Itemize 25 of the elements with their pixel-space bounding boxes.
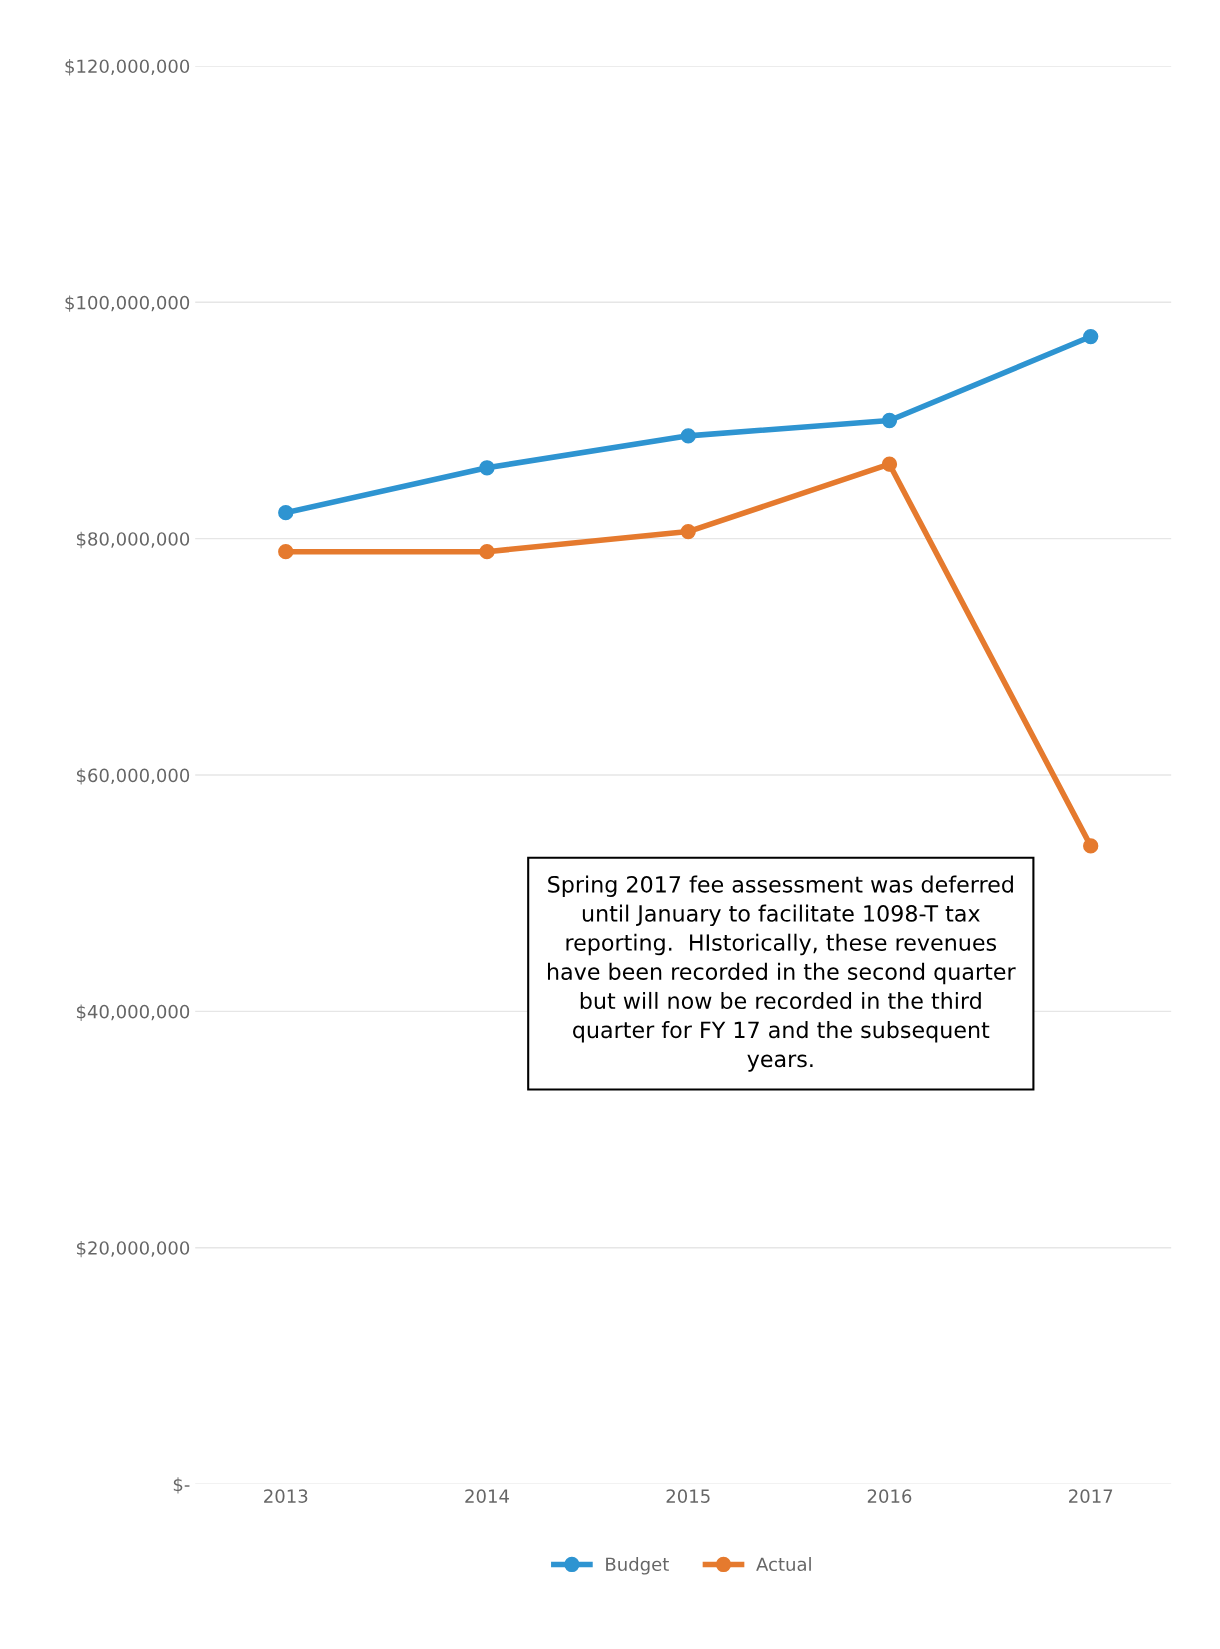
point xyxy=(680,523,696,540)
y-tick-label: $- xyxy=(173,1477,190,1494)
y-tick-label: $120,000,000 xyxy=(65,59,190,76)
point xyxy=(881,456,898,472)
y-tick-label: $80,000,000 xyxy=(76,531,190,549)
point xyxy=(278,544,294,560)
x-tick-label: 2016 xyxy=(867,1489,912,1503)
x-tick-label: 2013 xyxy=(264,1489,308,1503)
y-tick-label: $40,000,000 xyxy=(76,1004,190,1021)
point xyxy=(680,428,696,444)
x-tick-label: 2015 xyxy=(666,1489,710,1503)
y-tick-label: $60,000,000 xyxy=(76,768,190,785)
y-tick-label: $20,000,000 xyxy=(76,1240,190,1258)
annotation: Spring 2017 fee assessment was deferred until January to facilitate 1098-T tax reporting. HIstorically, these revenues have been recorded in the second quarter but will now be recorded in the third quarter for FY 17 and the subsequent years. xyxy=(547,875,1016,1072)
legend-label: Actual xyxy=(756,1557,811,1572)
point xyxy=(1083,328,1099,345)
point xyxy=(278,505,294,521)
legend-label: Budget xyxy=(606,1557,669,1575)
x-tick-label: 2017 xyxy=(1069,1489,1113,1503)
point xyxy=(479,544,495,560)
point xyxy=(1083,838,1099,854)
x-tick-label: 2014 xyxy=(465,1489,509,1503)
y-tick-label: $100,000,000 xyxy=(65,295,190,312)
point xyxy=(881,412,898,429)
point xyxy=(479,460,495,476)
